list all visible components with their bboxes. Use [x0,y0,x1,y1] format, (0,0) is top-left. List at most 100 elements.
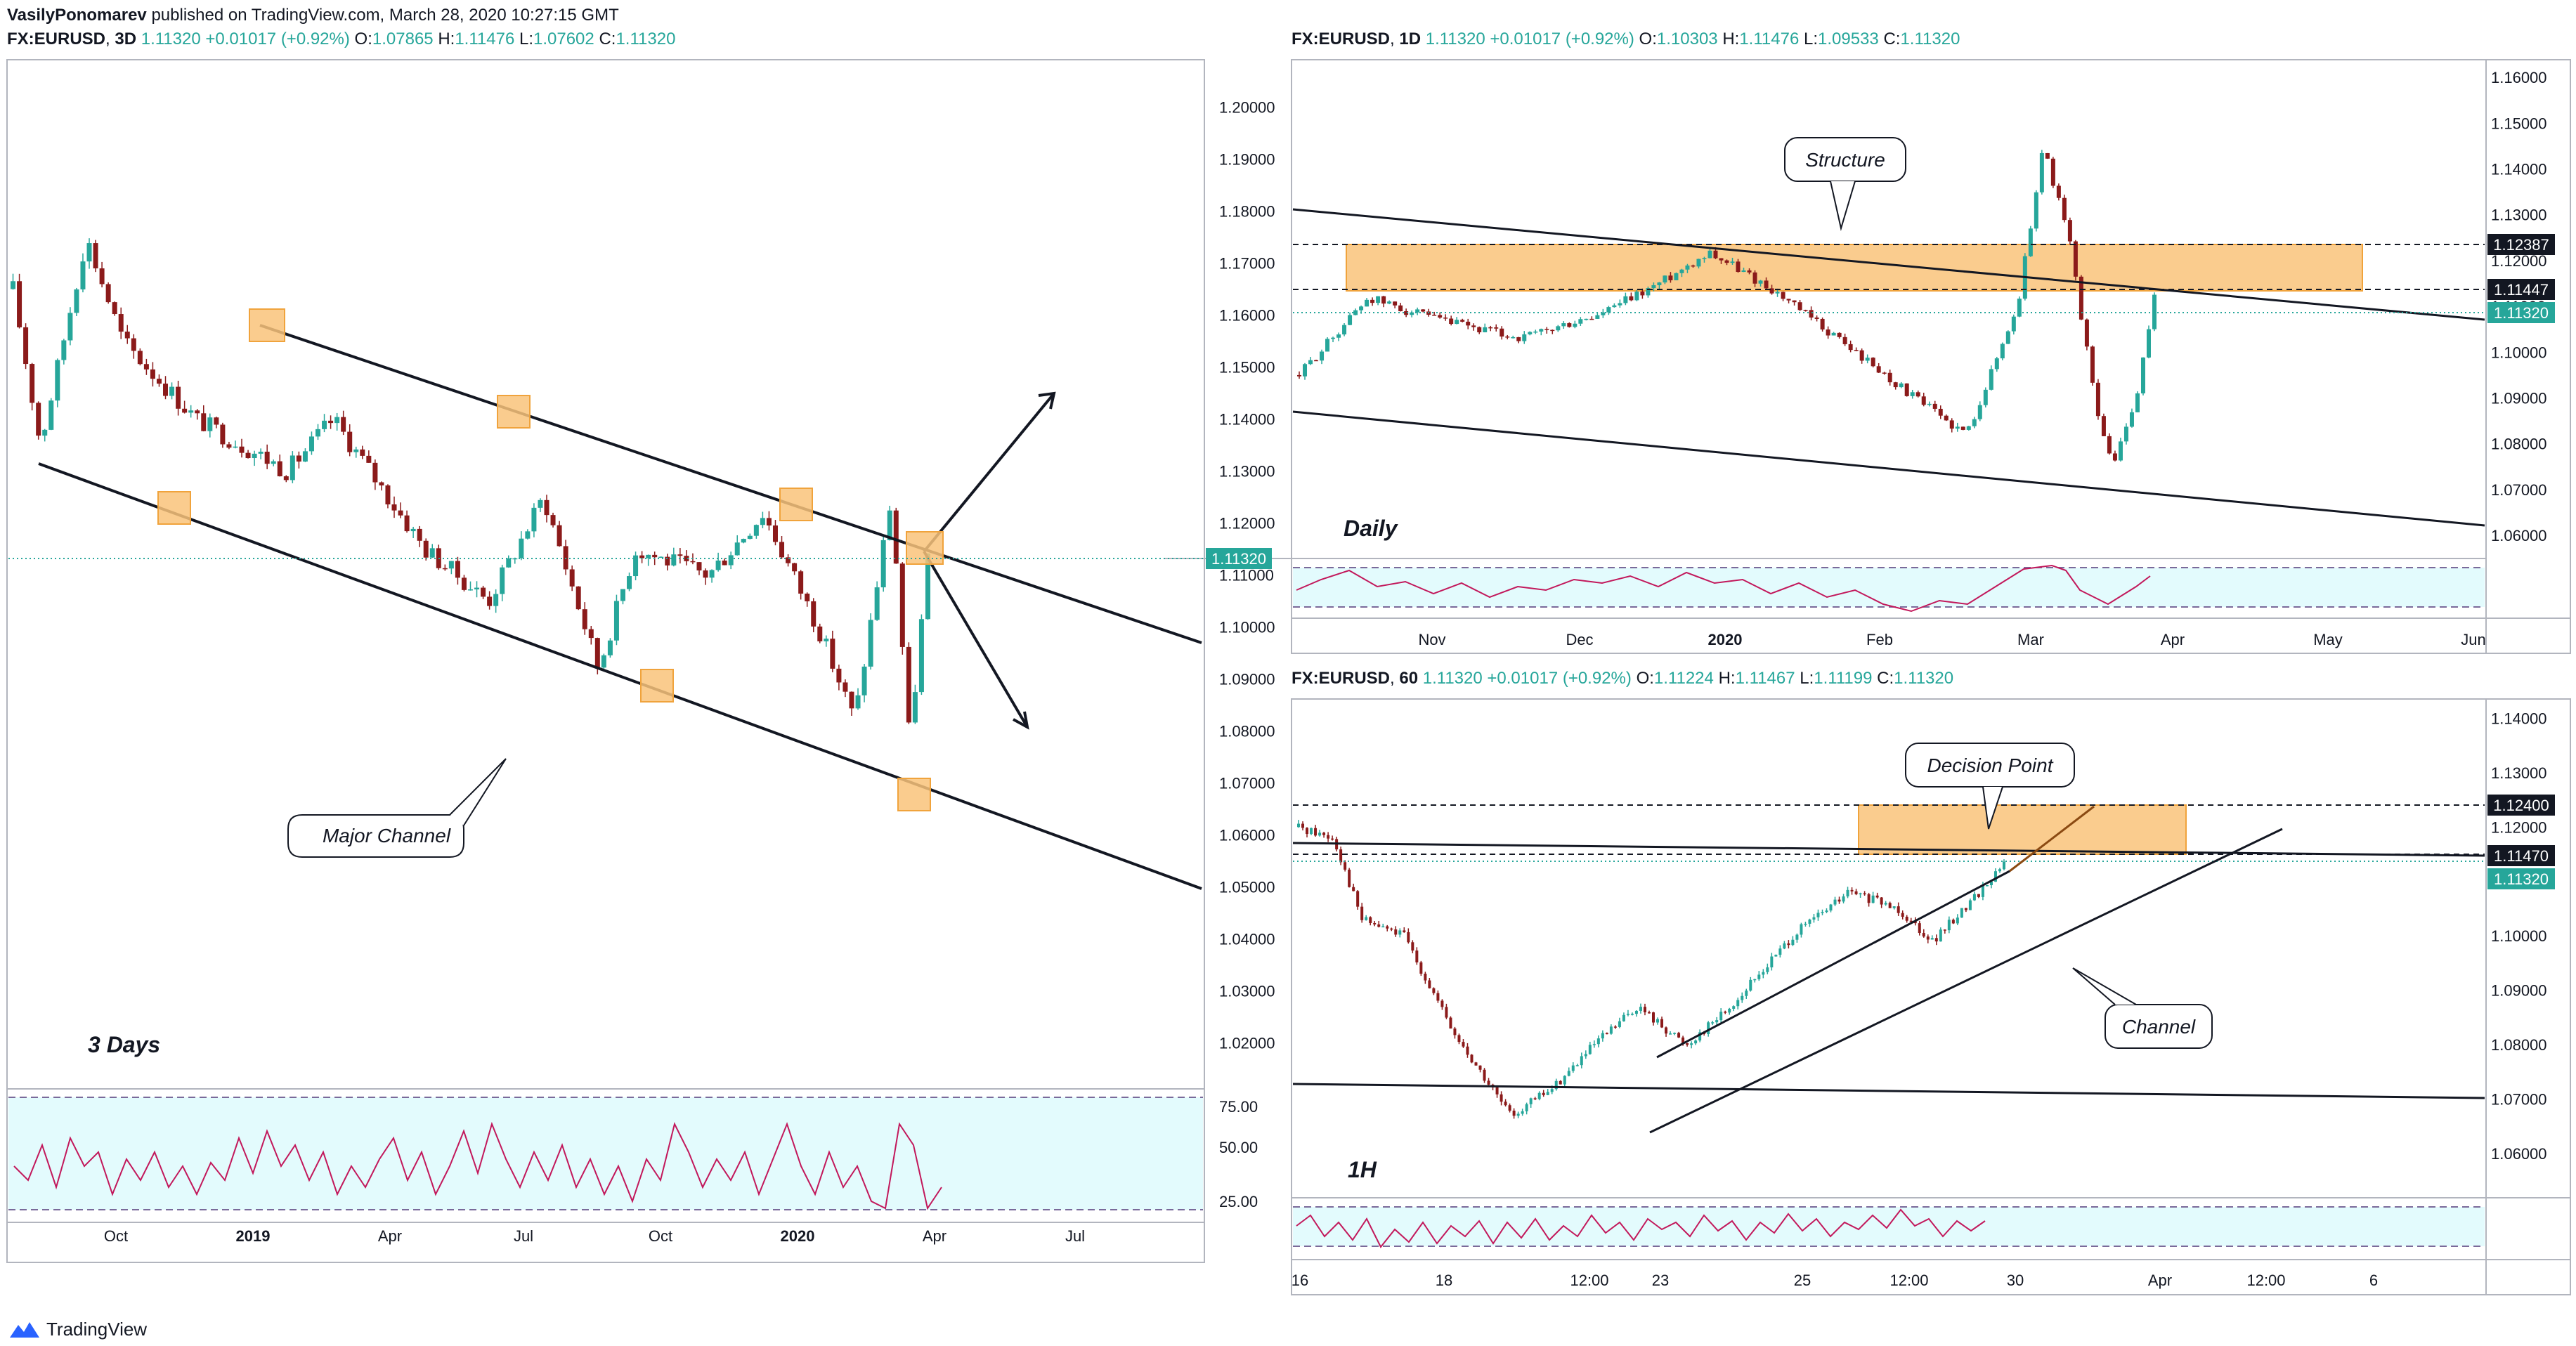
candle-body [1732,1006,1736,1009]
candle-body [531,507,537,532]
candle-body [1918,923,1921,934]
candle-body [715,560,721,570]
candle-body [887,510,892,540]
candle-body [366,455,372,463]
candle-body [429,548,435,558]
y-tick-label: 1.06000 [2491,1145,2547,1163]
candle-body [1842,336,1847,344]
candle-body [1691,265,1696,267]
candle-body [398,510,403,516]
candle-body [1318,832,1322,836]
candle-body [684,556,689,561]
candle-body [1529,1098,1533,1104]
candle-body [1711,1022,1715,1024]
rsi-tick-label: 75.00 [1219,1098,1258,1116]
x-tick-label: Mar [2017,631,2044,648]
x-tick-label: Apr [923,1227,947,1245]
candle-body [1369,917,1372,923]
candle-body [1803,310,1808,311]
candle-body [404,515,410,532]
candle-body [830,639,835,669]
high-value: 1.11476 [1739,30,1800,48]
candle-body [506,558,512,568]
candle-body [1947,920,1951,931]
candle-body [1741,995,1744,1000]
candle-body [1859,893,1862,895]
candle-body [760,518,765,525]
candle-body [1561,323,1566,327]
candle-body [1769,288,1774,294]
author-name[interactable]: VasilyPonomarev [7,6,147,25]
candle-body [2079,276,2083,320]
daily-levels [1293,244,2485,290]
candle-body [1331,337,1336,339]
candle-body [1634,1010,1638,1014]
candle-body [1681,1037,1685,1043]
candle-body [1360,906,1364,920]
candle-body [1814,318,1819,319]
candle-body [2067,220,2072,242]
candle-body [607,640,613,655]
x-tick-label: 12:00 [1570,1272,1608,1289]
candle-body [1668,275,1673,280]
candle-body [779,542,785,558]
y-tick-label: 1.08000 [2491,1036,2547,1054]
candle-body [1432,315,1437,316]
candle-body [1913,921,1917,924]
y-tick-label: 1.20000 [1219,99,1275,117]
x-tick-label: Jun [2461,631,2485,648]
candle-body [461,577,467,590]
candle-body [23,327,29,365]
candle-body [544,499,549,516]
candle-body [1605,1033,1608,1035]
candle-body [1956,917,1959,924]
candle-body [1747,270,1752,273]
y-tick-label: 1.13000 [1219,463,1275,481]
x-tick-label: Apr [378,1227,402,1245]
candle-body [1411,942,1414,951]
candle-body [1505,336,1510,338]
candle-body [1792,300,1797,303]
y-tick-label: 1.07000 [1219,775,1275,792]
candle-body [1398,930,1402,935]
candle-body [137,351,143,365]
svg-text:1.12400: 1.12400 [2493,797,2549,814]
candle-body [1820,318,1825,329]
candle-body [1964,908,1967,910]
candle-body [665,556,670,566]
panel-3d-title: FX:EURUSD, 3D 1.11320 +0.01017 (+0.92%) … [7,30,676,48]
candle-body [1495,1087,1499,1095]
candle-body [1831,332,1836,336]
rsi-line-3d [13,1121,942,1210]
major-channel-callout: Major Channel [287,758,507,858]
candle-body [1846,889,1849,897]
candle-body [2028,228,2033,256]
candle-body [1352,887,1355,891]
candle-body [772,525,778,542]
candle-body [118,314,124,332]
x-tick-label: 12:00 [2246,1272,2285,1289]
y-tick-label: 1.13000 [2491,207,2547,224]
candle-body [474,587,480,589]
candle-body [1339,849,1343,863]
candle-body [1537,1092,1541,1099]
tradingview-footer[interactable]: TradingView [8,1319,147,1340]
candle-body [1559,1080,1562,1085]
rsi-pane-3d [8,1097,1203,1210]
candle-body [1753,979,1757,981]
candle-body [1679,269,1684,273]
candle-body [124,332,130,339]
candle-body [1478,1065,1482,1070]
candle-body [1404,311,1409,315]
candle-body [1297,823,1301,828]
candle-body [1550,329,1555,332]
candle-body [1951,920,1955,924]
candle-body [1320,351,1325,361]
candle-body [226,444,232,448]
candle-body [1477,327,1482,333]
candle-body [493,594,499,606]
candle-body [86,243,92,262]
decision-label: Decision Point [1927,754,2054,776]
candle-body [2056,185,2061,198]
